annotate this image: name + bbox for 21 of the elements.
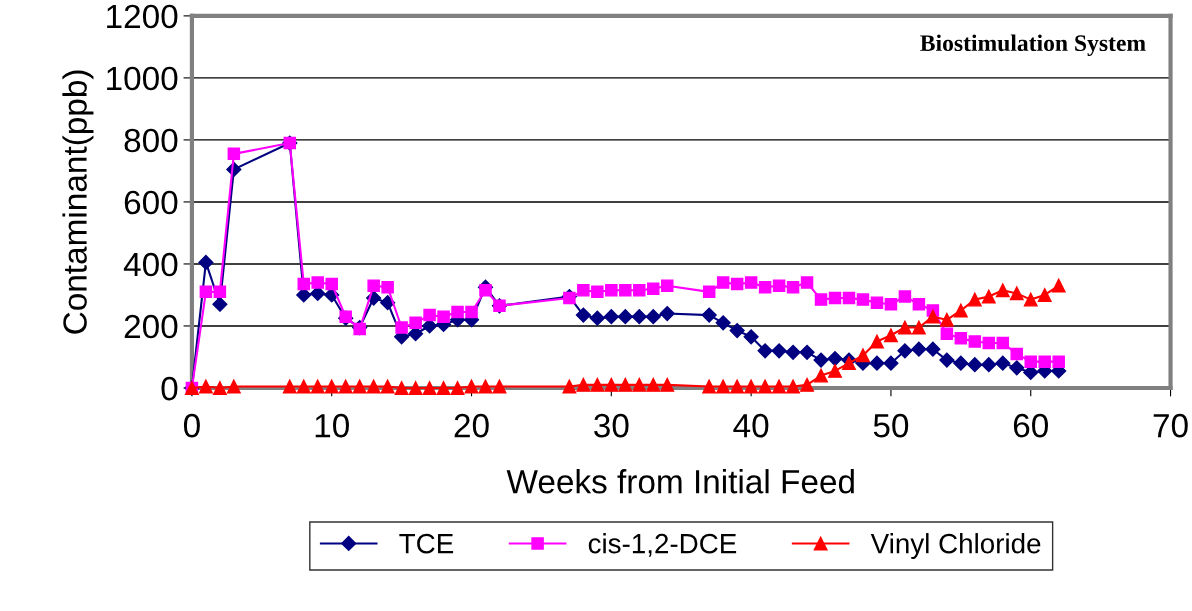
y-tick-label: 200 [124, 314, 178, 339]
y-tick-label: 400 [123, 252, 178, 277]
y-tick-label: 1200 [107, 4, 178, 29]
x-tick-label: 60 [1013, 413, 1048, 438]
x-tick-label: 0 [183, 413, 200, 438]
x-tick-label: 20 [454, 413, 489, 438]
y-tick-label: 0 [161, 376, 178, 401]
y-tick-label: 600 [124, 190, 178, 215]
legend-label: Vinyl Chloride [870, 533, 1041, 559]
x-axis-title: Weeks from Initial Feed [506, 469, 854, 494]
text: Biostimulation System [920, 34, 1146, 56]
x-tick-label: 30 [594, 413, 629, 438]
y-tick-label: 1000 [107, 66, 178, 91]
y-tick-label: 800 [124, 128, 178, 153]
x-tick-label: 40 [733, 413, 769, 438]
x-tick-label: 50 [873, 413, 909, 438]
legend-label: TCE [399, 533, 454, 554]
legend-label: cis-1,2-DCE [588, 533, 737, 557]
x-tick-label: 10 [315, 413, 349, 438]
y-axis-title: Contaminant(ppb) [62, 70, 94, 334]
x-tick-label: 70 [1153, 413, 1188, 438]
